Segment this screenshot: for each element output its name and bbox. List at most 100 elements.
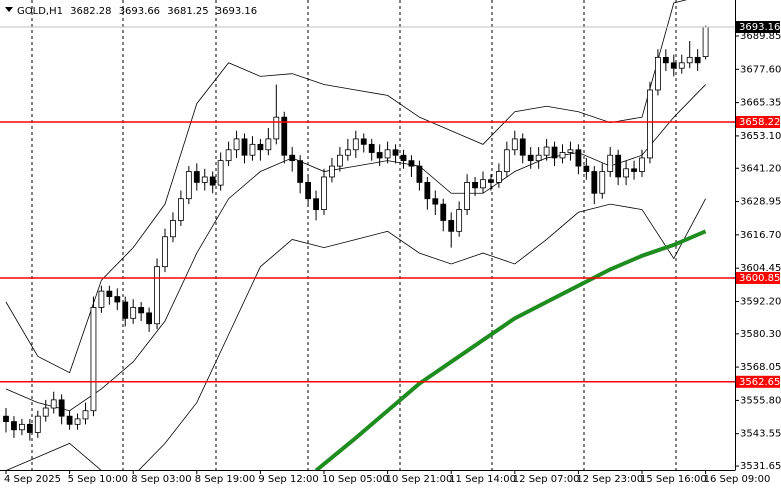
- candle-body: [607, 154, 614, 172]
- candle-body: [122, 301, 129, 319]
- candle-body: [82, 410, 89, 420]
- collapse-icon[interactable]: [5, 7, 13, 12]
- candle-body: [440, 203, 447, 221]
- level-label-bg: [736, 115, 780, 128]
- candle-body: [106, 290, 113, 297]
- candle-body: [535, 154, 542, 162]
- candle-body: [559, 152, 566, 159]
- candle-body: [201, 176, 208, 183]
- bollinger-lower: [6, 198, 706, 470]
- candle-body: [472, 182, 478, 189]
- level-label: 3600.85: [739, 273, 780, 284]
- moving-average: [314, 229, 707, 470]
- candle-body: [130, 307, 137, 319]
- candle-body: [98, 290, 105, 308]
- x-tick-label: 15 Sep 16:00: [640, 474, 707, 485]
- candle-body: [90, 307, 97, 412]
- current-price-label: 3693.16: [739, 22, 780, 33]
- candle-body: [193, 171, 200, 183]
- candle-body: [599, 171, 606, 194]
- x-tick-label: 12 Sep 23:00: [576, 474, 643, 485]
- candle-body: [305, 182, 312, 200]
- x-tick-label: 16 Sep 09:00: [704, 474, 771, 485]
- candle-body: [495, 171, 502, 183]
- x-tick-label: 4 Sep 2025: [4, 474, 61, 485]
- y-tick-label: 3616.70: [740, 230, 781, 241]
- candle-body: [480, 179, 486, 189]
- candle-body: [74, 418, 81, 425]
- candle-body: [26, 423, 33, 433]
- level-label-bg: [736, 271, 780, 284]
- candle-body: [289, 154, 296, 162]
- candle-body: [313, 198, 319, 210]
- candle-body: [639, 157, 645, 172]
- x-tick-label: 9 Sep 12:00: [258, 474, 318, 485]
- header-low: 3681.25: [167, 6, 208, 17]
- level-label-bg: [736, 375, 780, 388]
- candle-body: [233, 138, 240, 151]
- y-tick-label: 3665.35: [740, 98, 781, 109]
- candle-body: [400, 154, 407, 162]
- candle-body: [50, 399, 57, 409]
- candle-body: [543, 146, 550, 156]
- chart-header: GOLD,H1 3682.28 3693.66 3681.25 3693.16: [17, 6, 257, 17]
- y-tick-label: 3677.60: [740, 64, 781, 75]
- candle-body: [257, 143, 264, 151]
- candle-body: [185, 171, 192, 200]
- x-tick-label: 8 Sep 03:00: [131, 474, 191, 485]
- plot-area: [3, 0, 709, 470]
- candle-body: [146, 312, 153, 325]
- candle-body: [392, 149, 399, 156]
- candle-body: [448, 220, 455, 232]
- candle-body: [384, 149, 391, 159]
- candle-body: [456, 209, 463, 232]
- candle-body: [58, 399, 65, 417]
- y-tick-label: 3592.20: [740, 296, 781, 307]
- header-high: 3693.66: [119, 6, 160, 17]
- candle-body: [114, 296, 121, 303]
- candle-body: [18, 423, 25, 431]
- candle-body: [34, 415, 41, 433]
- header-close: 3693.16: [216, 6, 257, 17]
- candle-body: [281, 116, 288, 156]
- candle-body: [488, 179, 494, 183]
- candle-body: [575, 149, 582, 167]
- candle-body: [583, 165, 590, 172]
- candle-body: [655, 56, 661, 91]
- candle-body: [615, 154, 622, 178]
- current-price-bg: [736, 21, 780, 34]
- candle-body: [162, 236, 168, 268]
- candle-body: [623, 168, 629, 178]
- candle-body: [249, 143, 256, 156]
- y-tick-label: 3641.20: [740, 163, 781, 174]
- y-tick-label: 3580.30: [740, 329, 781, 340]
- y-tick-label: 3568.05: [740, 362, 781, 373]
- candle-body: [670, 62, 677, 69]
- candle-body: [154, 266, 160, 325]
- x-tick-label: 10 Sep 05:00: [322, 474, 389, 485]
- candle-body: [432, 198, 439, 205]
- y-tick-label: 3653.10: [740, 131, 781, 142]
- candle-body: [329, 165, 335, 178]
- candle-body: [3, 415, 9, 423]
- bollinger-middle: [5, 84, 706, 412]
- candle-body: [336, 154, 343, 167]
- y-tick-label: 3628.95: [740, 197, 781, 208]
- candle-body: [686, 56, 693, 64]
- candle-body: [591, 171, 598, 194]
- candle-body: [511, 138, 518, 151]
- candle-body: [209, 176, 216, 186]
- x-tick-label: 12 Sep 07:00: [513, 474, 580, 485]
- candle-body: [662, 56, 669, 64]
- candle-body: [376, 152, 383, 159]
- header-open: 3682.28: [70, 6, 111, 17]
- candle-body: [503, 149, 510, 172]
- candle-body: [424, 182, 431, 200]
- candle-body: [225, 149, 232, 162]
- x-tick-label: 11 Sep 14:00: [449, 474, 516, 485]
- x-tick-label: 5 Sep 10:00: [68, 474, 128, 485]
- symbol: GOLD,H1: [17, 6, 63, 17]
